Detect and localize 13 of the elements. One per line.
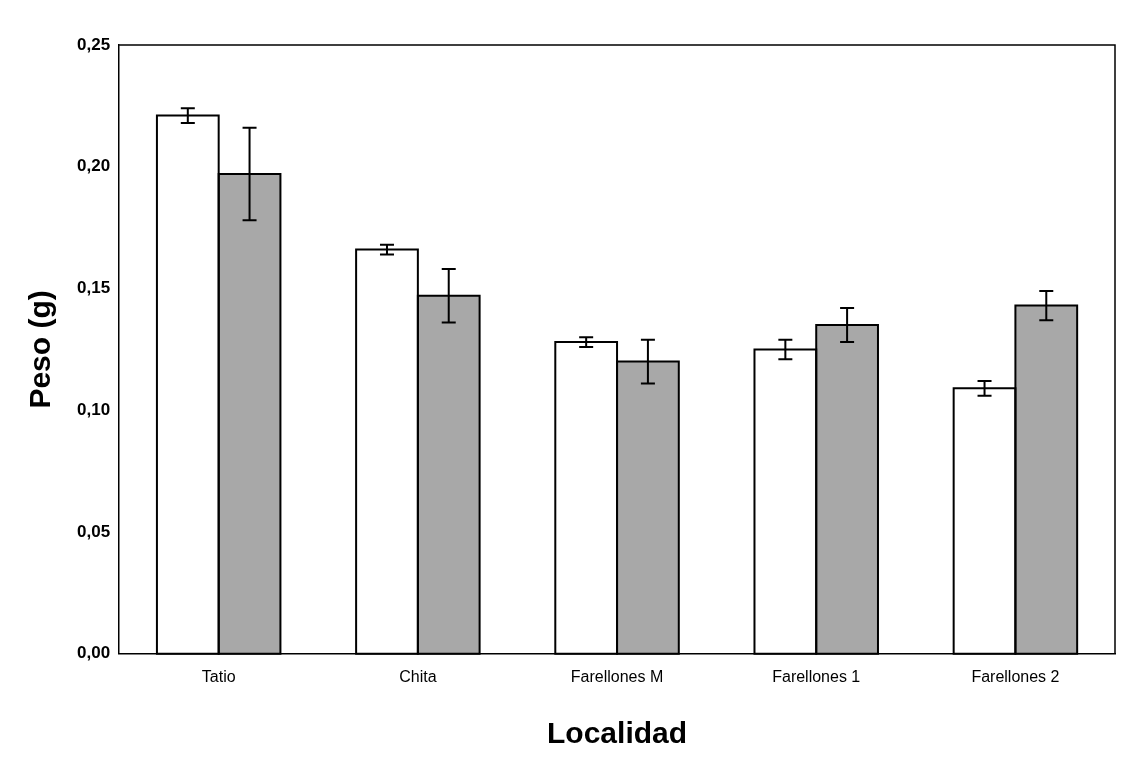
y-tick-label: 0,10 bbox=[76, 399, 111, 419]
y-tick-label: 0,25 bbox=[76, 34, 111, 54]
y-tick-label: 0,15 bbox=[76, 278, 111, 298]
x-tick-label: Farellones 2 bbox=[971, 667, 1060, 685]
x-tick-label: Farellones 1 bbox=[772, 667, 861, 685]
x-tick-label: Chita bbox=[399, 667, 437, 685]
y-tick-label: 0,05 bbox=[76, 521, 111, 541]
x-tick-label: Tatio bbox=[201, 667, 236, 685]
y-tick-label: 0,20 bbox=[76, 156, 111, 176]
y-axis-title: Peso (g) bbox=[23, 290, 57, 409]
x-tick-label: Farellones M bbox=[570, 667, 664, 685]
x-axis-title: Localidad bbox=[547, 716, 688, 750]
y-tick-label: 0,00 bbox=[76, 643, 111, 663]
